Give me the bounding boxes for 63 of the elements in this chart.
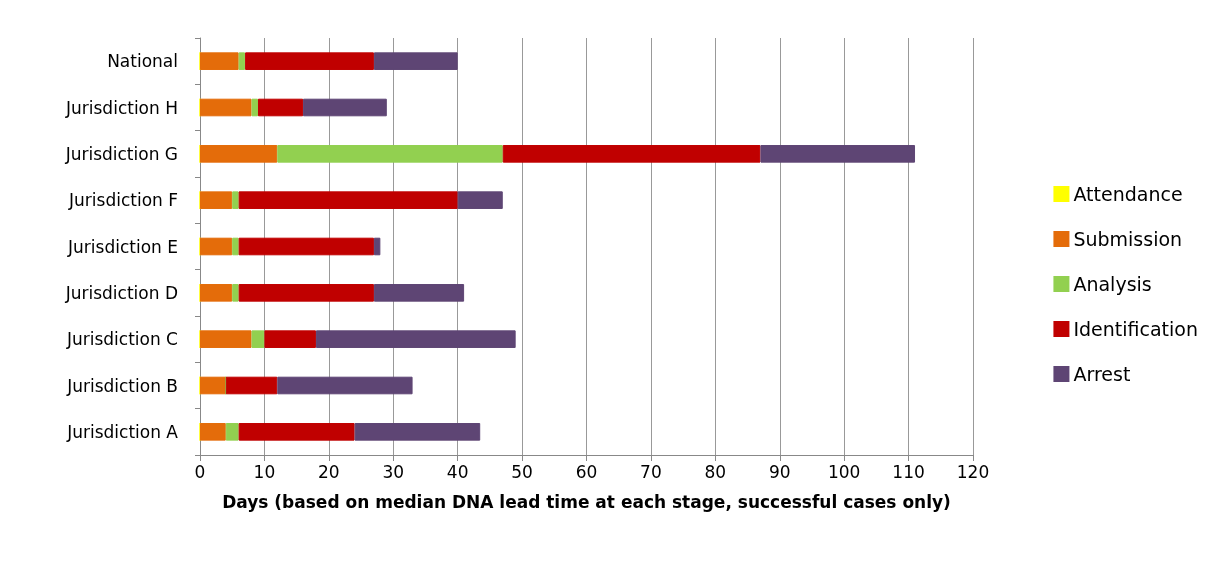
y-tick-label: Jurisdiction A [66, 421, 179, 442]
bar [264, 330, 316, 348]
bar [457, 191, 503, 209]
y-tick-label: Jurisdiction G [64, 143, 178, 164]
bar [245, 52, 374, 70]
x-tick-label: 90 [768, 461, 791, 482]
x-axis-title: Days (based on median DNA lead time at each stage, successful cases only) [222, 491, 951, 512]
x-tick-label: 40 [446, 461, 469, 482]
bar [200, 330, 252, 348]
x-tick-label: 20 [318, 461, 340, 482]
y-tick-label: Jurisdiction E [67, 236, 178, 257]
x-tick-label: 70 [640, 461, 662, 482]
bar [251, 98, 258, 117]
bar [232, 237, 239, 256]
bar [200, 284, 233, 302]
bar [373, 52, 458, 70]
bar [373, 284, 465, 302]
legend-label: Analysis [1073, 273, 1152, 295]
legend-label: Identification [1073, 318, 1198, 340]
y-tick-label: National [107, 51, 178, 72]
bar [257, 98, 304, 117]
legend-label: Arrest [1073, 363, 1131, 385]
bar [200, 98, 252, 117]
bar [238, 423, 355, 441]
bar [225, 423, 239, 441]
bar [373, 237, 381, 256]
x-tick-label: 30 [382, 461, 405, 482]
bar [277, 376, 413, 395]
bar [200, 376, 226, 395]
bar [502, 145, 761, 163]
bar [238, 191, 458, 209]
x-tick-label: 0 [194, 461, 206, 482]
bar [315, 330, 516, 348]
bar [354, 423, 481, 441]
bar [232, 284, 239, 302]
x-tick-label: 80 [704, 461, 727, 482]
y-tick-label: Jurisdiction H [65, 97, 178, 118]
bar [225, 376, 278, 395]
bar [251, 330, 265, 348]
bar [760, 145, 916, 163]
x-tick-label: 120 [956, 461, 990, 482]
y-tick-label: Jurisdiction F [68, 190, 178, 211]
bar [238, 52, 246, 70]
bar [200, 237, 233, 256]
bar [200, 145, 278, 163]
y-tick-label: Jurisdiction D [64, 282, 178, 303]
bar [238, 284, 374, 302]
bar [238, 237, 374, 256]
x-tick-label: 50 [511, 461, 533, 482]
y-tick-label: Jurisdiction C [65, 329, 178, 350]
x-tick-label: 60 [575, 461, 598, 482]
bar [200, 191, 233, 209]
bar [277, 145, 503, 163]
bar [232, 191, 239, 209]
bar [200, 423, 226, 441]
bar [200, 52, 239, 70]
x-tick-label: 110 [892, 461, 925, 482]
legend-label: Submission [1073, 228, 1183, 250]
y-tick-label: Jurisdiction B [66, 375, 178, 396]
bar [303, 98, 387, 117]
x-tick-label: 10 [253, 461, 276, 482]
x-tick-label: 100 [827, 461, 861, 482]
legend-label: Attendance [1073, 183, 1183, 205]
